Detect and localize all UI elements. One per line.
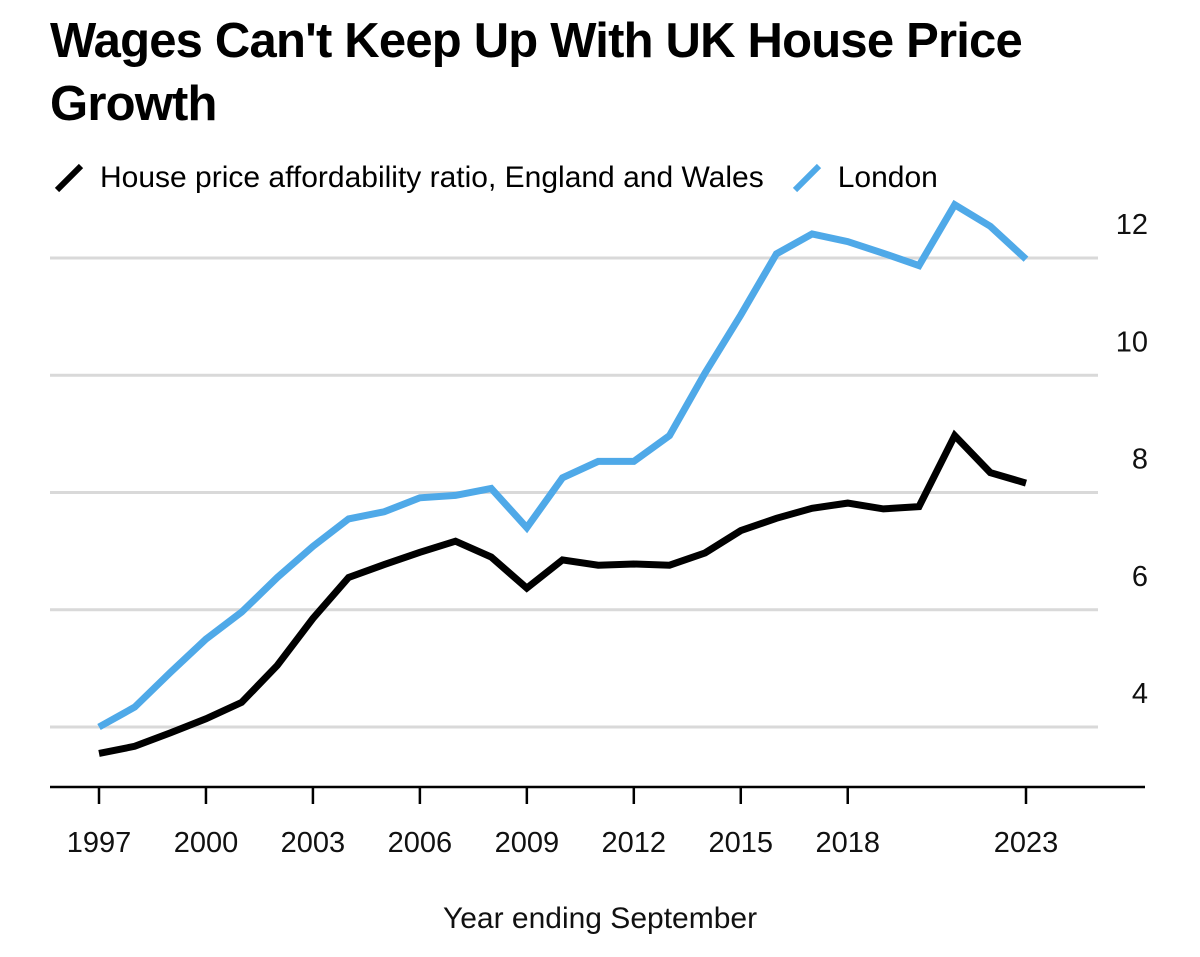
y-tick-label-4: 4 (1132, 678, 1148, 710)
legend-item-england-wales: House price affordability ratio, England… (52, 161, 764, 195)
series-line-england-wales (98, 429, 1027, 757)
gridlines (50, 256, 1098, 729)
y-tick-label-12: 12 (1116, 209, 1148, 241)
legend-line-icon (52, 161, 86, 195)
x-axis: 1997 2000 2003 2006 2009 2012 2015 2018 2023 (50, 785, 1145, 859)
series-line-london (97, 199, 1029, 731)
y-tick-labels: 4 6 8 10 12 (1116, 209, 1148, 710)
x-tick-label-2018: 2018 (815, 827, 880, 859)
x-tick-label-2023: 2023 (994, 827, 1059, 859)
legend-label-london: London (837, 161, 938, 194)
x-axis-label: Year ending September (443, 902, 757, 935)
x-tick-label-2009: 2009 (495, 827, 560, 859)
x-tick-label-2006: 2006 (388, 827, 453, 859)
x-tick-label-2015: 2015 (709, 827, 774, 859)
legend: House price affordability ratio, England… (52, 156, 964, 200)
y-tick-label-8: 8 (1132, 444, 1148, 476)
x-tick-label-1997: 1997 (67, 827, 132, 859)
legend-line-icon (790, 161, 824, 195)
chart-title: Wages Can't Keep Up With UK House Price … (50, 14, 1023, 131)
legend-swatch-black (54, 163, 84, 193)
series-lines (97, 199, 1029, 757)
legend-swatch-blue (792, 163, 821, 193)
y-tick-label-6: 6 (1132, 561, 1148, 593)
x-tick-label-2012: 2012 (602, 827, 667, 859)
legend-label-england-wales: House price affordability ratio, England… (100, 161, 764, 194)
y-tick-label-10: 10 (1116, 326, 1148, 358)
x-tick-label-2000: 2000 (174, 827, 239, 859)
legend-item-london: London (790, 161, 938, 195)
x-tick-label-2003: 2003 (281, 827, 346, 859)
